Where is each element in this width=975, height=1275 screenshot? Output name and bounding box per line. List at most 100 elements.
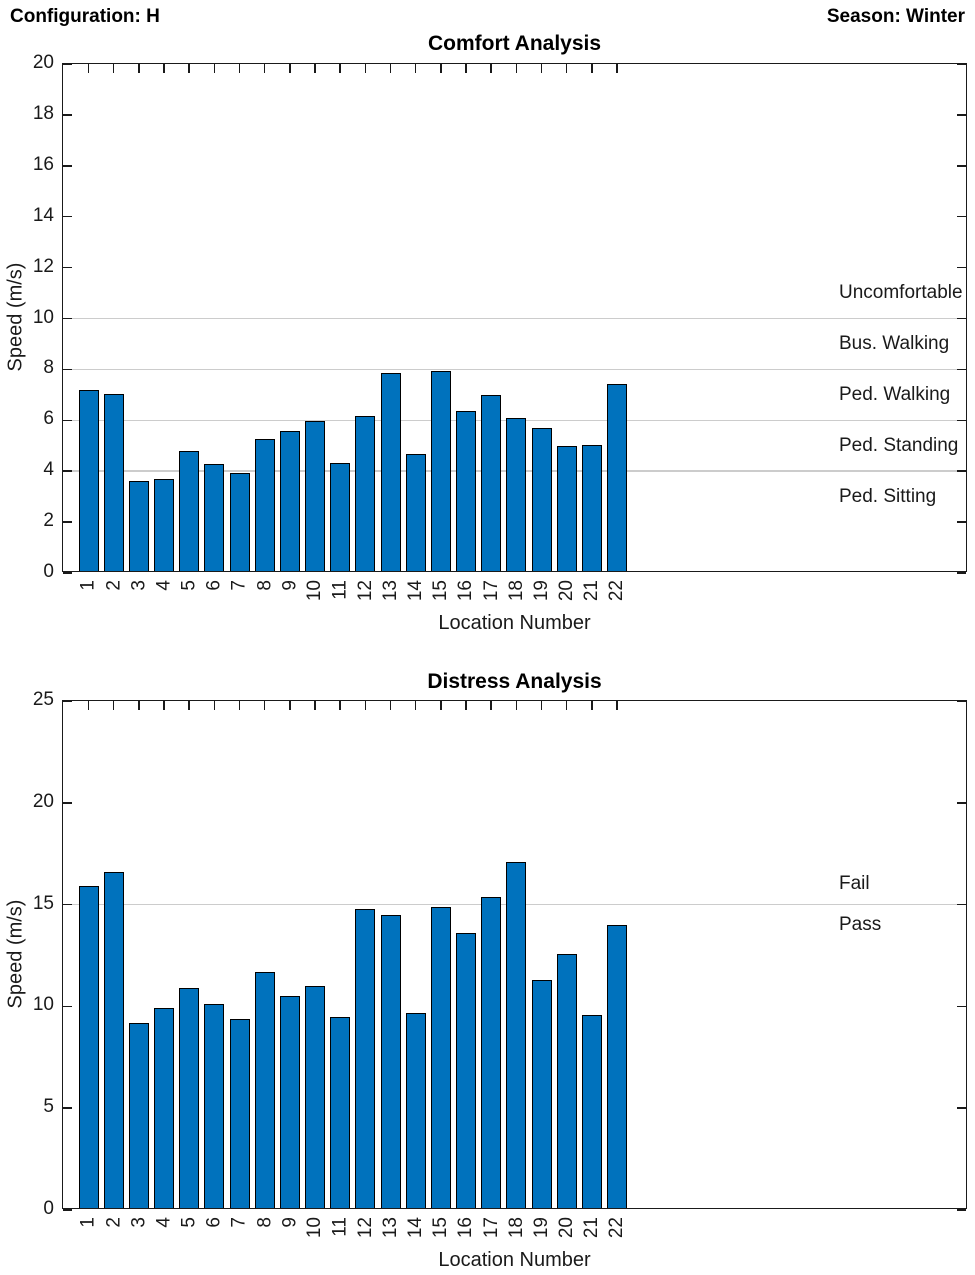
x-tick-label: 20 — [556, 580, 578, 602]
bar-location-20 — [556, 446, 577, 571]
bar-location-6 — [204, 1004, 225, 1208]
x-tick-mark — [440, 562, 442, 571]
x-tick-mark — [314, 1199, 316, 1208]
threshold-line — [63, 903, 966, 906]
x-tick-mark — [414, 562, 417, 571]
y-tick-mark — [63, 521, 72, 523]
x-tick-label: 1 — [78, 580, 99, 591]
x-tick-mark — [515, 64, 518, 73]
y-tick-mark — [957, 368, 966, 371]
x-tick-mark — [188, 1199, 190, 1208]
plot-area: Uncomfortable Bus. Walking Ped. Walking Ped… — [62, 63, 967, 574]
y-tick-mark — [63, 1107, 72, 1109]
y-axis-label: Speed (m/s) — [4, 899, 27, 1009]
x-tick-mark — [389, 701, 392, 710]
x-tick-label: 7 — [229, 1217, 251, 1228]
x-tick-mark — [339, 64, 341, 73]
x-tick-mark — [616, 64, 618, 73]
x-tick-mark — [163, 64, 165, 73]
y-tick-mark — [63, 63, 72, 65]
x-tick-mark — [188, 701, 190, 710]
y-tick-mark — [63, 903, 72, 906]
bar-location-20 — [556, 953, 577, 1208]
bar-location-6 — [204, 464, 225, 571]
bar-location-10 — [305, 986, 326, 1208]
x-tick-mark — [440, 64, 442, 73]
x-tick-label: 17 — [480, 1217, 502, 1239]
x-tick-label: 15 — [430, 1217, 452, 1239]
y-tick-mark — [957, 215, 966, 218]
x-tick-label: 4 — [153, 1217, 175, 1228]
bar-location-5 — [179, 451, 200, 571]
bar-location-11 — [330, 462, 351, 571]
y-tick-mark — [957, 700, 966, 702]
threshold-line — [63, 470, 966, 472]
y-tick-label: 10 — [32, 994, 54, 1016]
bar-location-1 — [78, 390, 99, 571]
y-tick-label: 20 — [32, 790, 54, 812]
plot-area: Fail Pass — [62, 700, 967, 1211]
x-tick-mark — [163, 562, 165, 571]
y-tick-label: 0 — [43, 561, 54, 582]
y-tick-mark — [63, 317, 72, 320]
y-tick-label: 14 — [32, 204, 54, 226]
x-tick-mark — [112, 64, 115, 73]
bar-location-7 — [229, 473, 250, 571]
x-tick-label: 11 — [329, 580, 351, 600]
x-tick-mark — [87, 701, 90, 710]
x-tick-mark — [515, 1199, 518, 1208]
x-tick-mark — [213, 562, 216, 571]
x-tick-mark — [87, 562, 90, 571]
x-tick-mark — [238, 64, 241, 73]
y-tick-mark — [957, 572, 966, 574]
x-tick-label: 22 — [606, 1217, 628, 1239]
x-tick-mark — [540, 562, 543, 571]
y-tick-mark — [957, 521, 966, 523]
x-tick-mark — [112, 701, 115, 710]
season-label: Season: Winter — [826, 6, 965, 27]
x-tick-mark — [314, 64, 316, 73]
x-tick-mark — [490, 64, 492, 73]
y-tick-mark — [957, 470, 966, 472]
x-tick-mark — [263, 1199, 266, 1208]
x-tick-label: 8 — [254, 1217, 276, 1228]
x-tick-label: 11 — [329, 1217, 351, 1237]
y-tick-mark — [63, 215, 72, 218]
y-tick-mark — [957, 63, 966, 65]
x-tick-mark — [87, 1199, 90, 1208]
x-tick-mark — [163, 1199, 165, 1208]
x-tick-label: 7 — [229, 580, 251, 591]
x-tick-label: 6 — [203, 580, 225, 591]
x-tick-mark — [414, 1199, 417, 1208]
x-tick-mark — [138, 701, 140, 710]
x-tick-mark — [138, 64, 140, 73]
y-tick-label: 18 — [32, 102, 54, 124]
x-tick-mark — [339, 562, 341, 571]
bar-location-12 — [355, 908, 376, 1208]
x-tick-mark — [591, 1199, 593, 1208]
x-tick-mark — [490, 562, 492, 571]
bar-location-9 — [279, 996, 300, 1208]
bar-location-12 — [355, 415, 376, 571]
x-tick-mark — [263, 701, 266, 710]
x-tick-mark — [465, 1199, 467, 1208]
x-tick-mark — [565, 562, 568, 571]
y-tick-mark — [957, 419, 966, 422]
y-tick-mark — [63, 1209, 72, 1211]
x-tick-label: 13 — [380, 1217, 402, 1239]
x-tick-label: 14 — [405, 580, 427, 602]
x-tick-mark — [112, 1199, 115, 1208]
x-tick-label: 2 — [103, 1217, 125, 1228]
y-tick-label: 25 — [32, 689, 54, 710]
bar-location-13 — [380, 372, 401, 571]
y-tick-mark — [957, 114, 966, 116]
x-tick-mark — [465, 64, 467, 73]
x-tick-label: 12 — [354, 580, 376, 602]
x-tick-mark — [591, 64, 593, 73]
bar-location-16 — [456, 933, 477, 1208]
x-tick-mark — [289, 701, 291, 710]
bar-location-13 — [380, 914, 401, 1208]
bar-location-21 — [581, 1014, 602, 1208]
